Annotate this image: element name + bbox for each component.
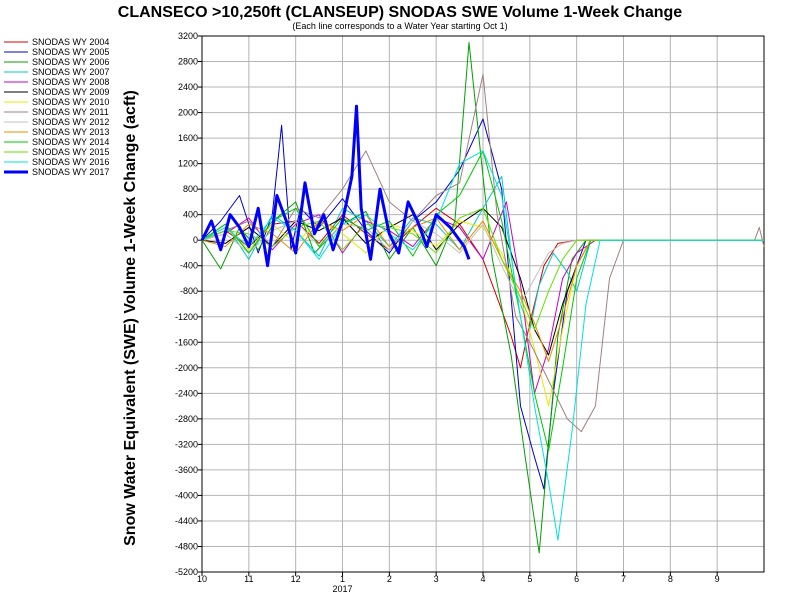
y-tick-label: -2000 (175, 363, 198, 373)
y-tick-label: 1600 (178, 133, 198, 143)
legend-label: SNODAS WY 2010 (32, 97, 109, 107)
x-tick-label: 2 (387, 574, 392, 584)
series-lines (200, 41, 765, 554)
y-tick-label: -3600 (175, 465, 198, 475)
y-tick-label: -2800 (175, 414, 198, 424)
series-line-wy-2016 (201, 150, 764, 541)
series-line-wy-2005 (201, 118, 764, 490)
series-line-wy-2017 (200, 104, 471, 268)
legend-label: SNODAS WY 2009 (32, 87, 109, 97)
legend-label: SNODAS WY 2013 (32, 127, 109, 137)
y-tick-label: 2400 (178, 82, 198, 92)
y-tick-label: 2000 (178, 108, 198, 118)
x-tick-label: 6 (574, 574, 579, 584)
y-tick-label: -4400 (175, 516, 198, 526)
legend-label: SNODAS WY 2014 (32, 137, 109, 147)
y-tick-label: 400 (183, 210, 198, 220)
y-tick-label: 1200 (178, 159, 198, 169)
legend-label: SNODAS WY 2006 (32, 57, 109, 67)
series-line-wy-2015 (201, 207, 764, 330)
x-tick-label: 5 (527, 574, 532, 584)
y-tick-label: -1200 (175, 312, 198, 322)
y-tick-label: -800 (180, 286, 198, 296)
y-axis-label: Snow Water Equivalent (SWE) Volume 1-Wee… (122, 90, 139, 546)
legend-label: SNODAS WY 2017 (32, 167, 109, 177)
x-tick-label: 8 (668, 574, 673, 584)
legend-label: SNODAS WY 2005 (32, 47, 109, 57)
x-tick-label: 7 (621, 574, 626, 584)
y-tick-label: -5200 (175, 567, 198, 577)
x-tick-label: 1 (340, 574, 345, 584)
x-tick-label: 10 (197, 574, 207, 584)
x-tick-label: 4 (480, 574, 485, 584)
y-tick-label: -4800 (175, 541, 198, 551)
y-tick-label: -400 (180, 261, 198, 271)
x-tick-label: 11 (244, 574, 253, 584)
legend-label: SNODAS WY 2011 (32, 107, 109, 117)
legend-label: SNODAS WY 2016 (32, 157, 109, 167)
x-year-label: 2017 (332, 584, 352, 594)
legend-label: SNODAS WY 2015 (32, 147, 109, 157)
y-tick-label: -4000 (175, 490, 198, 500)
y-tick-label: -1600 (175, 337, 198, 347)
y-axis-ticks: 3200 2800 2400 2000 1600 1200 800 400 0 -400 -800 -… (175, 31, 202, 577)
chart-subtitle: (Each line corresponds to a Water Year s… (292, 21, 507, 31)
y-tick-label: 3200 (178, 31, 198, 41)
legend-label: SNODAS WY 2008 (32, 77, 109, 87)
chart-title: CLANSECO >10,250ft (CLANSEUP) SNODAS SWE… (118, 4, 683, 21)
y-tick-label: -2400 (175, 388, 198, 398)
x-tick-label: 3 (434, 574, 439, 584)
y-tick-label: 2800 (178, 57, 198, 67)
y-tick-label: -3200 (175, 439, 198, 449)
legend-label: SNODAS WY 2004 (32, 37, 109, 47)
y-tick-label: 800 (183, 184, 198, 194)
legend-label: SNODAS WY 2012 (32, 117, 109, 127)
x-tick-label: 12 (291, 574, 301, 584)
x-tick-label: 9 (715, 574, 720, 584)
legend-label: SNODAS WY 2007 (32, 67, 109, 77)
y-tick-label: 0 (193, 235, 198, 245)
